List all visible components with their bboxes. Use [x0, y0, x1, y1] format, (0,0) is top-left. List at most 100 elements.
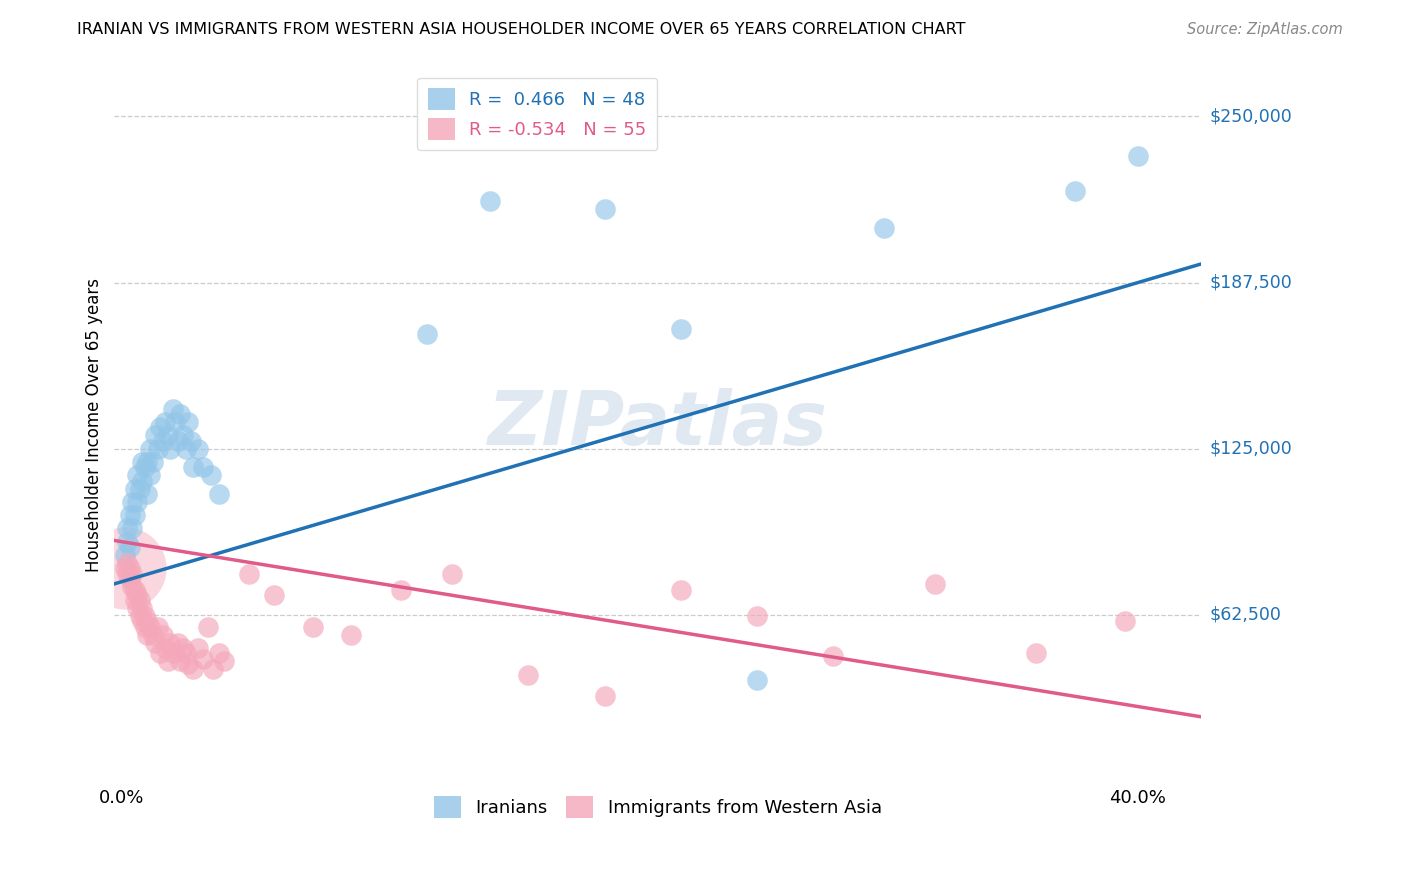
Point — [134, 620, 156, 634]
Point — [136, 628, 159, 642]
Point — [181, 662, 204, 676]
Point — [238, 566, 260, 581]
Text: $62,500: $62,500 — [1209, 606, 1282, 624]
Point — [162, 401, 184, 416]
Point — [1126, 149, 1149, 163]
Point — [149, 646, 172, 660]
Point — [159, 442, 181, 456]
Point — [156, 654, 179, 668]
Point — [131, 455, 153, 469]
Point — [155, 415, 177, 429]
Point — [212, 654, 235, 668]
Point — [200, 468, 222, 483]
Point — [162, 646, 184, 660]
Point — [156, 428, 179, 442]
Point — [391, 582, 413, 597]
Point — [121, 566, 143, 581]
Point — [180, 434, 202, 448]
Point — [745, 673, 768, 687]
Point — [139, 442, 162, 456]
Point — [121, 580, 143, 594]
Point — [155, 641, 177, 656]
Point — [136, 455, 159, 469]
Point — [301, 620, 323, 634]
Point — [1063, 184, 1085, 198]
Point — [169, 654, 191, 668]
Point — [134, 609, 156, 624]
Point — [207, 487, 229, 501]
Point — [127, 495, 149, 509]
Point — [167, 636, 190, 650]
Point — [134, 460, 156, 475]
Point — [115, 566, 138, 581]
Point — [118, 572, 141, 586]
Point — [159, 636, 181, 650]
Point — [127, 601, 149, 615]
Point — [593, 202, 616, 217]
Y-axis label: Householder Income Over 65 years: Householder Income Over 65 years — [86, 277, 103, 572]
Point — [143, 428, 166, 442]
Point — [181, 460, 204, 475]
Point — [128, 593, 150, 607]
Text: Source: ZipAtlas.com: Source: ZipAtlas.com — [1187, 22, 1343, 37]
Legend: Iranians, Immigrants from Western Asia: Iranians, Immigrants from Western Asia — [427, 789, 889, 825]
Point — [177, 657, 200, 671]
Point — [172, 641, 194, 656]
Point — [131, 615, 153, 629]
Point — [174, 442, 197, 456]
Point — [128, 609, 150, 624]
Point — [152, 434, 174, 448]
Point — [118, 561, 141, 575]
Point — [115, 521, 138, 535]
Point — [924, 577, 946, 591]
Point — [114, 561, 136, 575]
Point — [669, 322, 692, 336]
Point — [124, 482, 146, 496]
Point — [169, 407, 191, 421]
Point — [745, 609, 768, 624]
Text: $250,000: $250,000 — [1209, 107, 1292, 126]
Point — [167, 434, 190, 448]
Point — [114, 548, 136, 562]
Point — [479, 194, 502, 209]
Point — [121, 521, 143, 535]
Point — [127, 468, 149, 483]
Point — [593, 689, 616, 703]
Point — [873, 221, 896, 235]
Point — [202, 662, 225, 676]
Point — [139, 620, 162, 634]
Point — [339, 628, 361, 642]
Point — [143, 636, 166, 650]
Point — [193, 651, 215, 665]
Point — [174, 646, 197, 660]
Text: $125,000: $125,000 — [1209, 440, 1292, 458]
Point — [1114, 615, 1136, 629]
Point — [187, 442, 209, 456]
Text: IRANIAN VS IMMIGRANTS FROM WESTERN ASIA HOUSEHOLDER INCOME OVER 65 YEARS CORRELA: IRANIAN VS IMMIGRANTS FROM WESTERN ASIA … — [77, 22, 966, 37]
Point — [165, 415, 187, 429]
Point — [139, 468, 162, 483]
Point — [124, 582, 146, 597]
Text: ZIPatlas: ZIPatlas — [488, 388, 828, 461]
Point — [669, 582, 692, 597]
Point — [128, 482, 150, 496]
Point — [114, 561, 136, 575]
Point — [121, 495, 143, 509]
Point — [115, 534, 138, 549]
Point — [149, 420, 172, 434]
Point — [146, 442, 169, 456]
Point — [146, 620, 169, 634]
Point — [152, 628, 174, 642]
Point — [416, 327, 439, 342]
Point — [124, 508, 146, 523]
Point — [118, 540, 141, 554]
Point — [141, 628, 163, 642]
Point — [193, 460, 215, 475]
Point — [124, 593, 146, 607]
Point — [131, 474, 153, 488]
Point — [141, 455, 163, 469]
Point — [187, 641, 209, 656]
Point — [263, 588, 285, 602]
Point — [517, 667, 540, 681]
Point — [127, 588, 149, 602]
